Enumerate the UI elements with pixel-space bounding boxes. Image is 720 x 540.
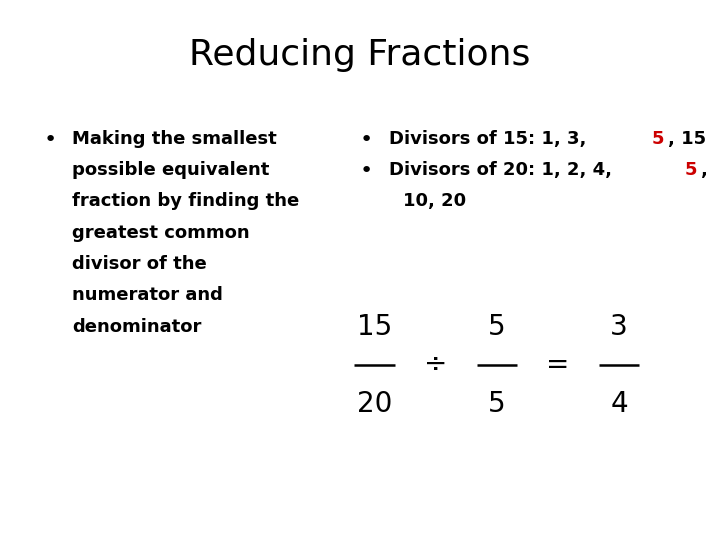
Text: Making the smallest: Making the smallest xyxy=(72,130,276,147)
Text: , 15: , 15 xyxy=(667,130,706,147)
Text: fraction by finding the: fraction by finding the xyxy=(72,192,300,210)
Text: 5: 5 xyxy=(652,130,664,147)
Text: =: = xyxy=(546,350,570,379)
Text: Divisors of 20: 1, 2, 4,: Divisors of 20: 1, 2, 4, xyxy=(389,161,618,179)
Text: 5: 5 xyxy=(685,161,697,179)
Text: 10, 20: 10, 20 xyxy=(403,192,467,210)
Text: possible equivalent: possible equivalent xyxy=(72,161,269,179)
Text: divisor of the: divisor of the xyxy=(72,255,207,273)
Text: denominator: denominator xyxy=(72,318,202,335)
Text: Divisors of 15: 1, 3,: Divisors of 15: 1, 3, xyxy=(389,130,593,147)
Text: •: • xyxy=(43,130,56,150)
Text: •: • xyxy=(360,161,373,181)
Text: 3: 3 xyxy=(611,313,628,341)
Text: 5: 5 xyxy=(488,390,505,418)
Text: ,: , xyxy=(701,161,708,179)
Text: 5: 5 xyxy=(488,313,505,341)
Text: greatest common: greatest common xyxy=(72,224,250,241)
Text: ÷: ÷ xyxy=(424,350,447,379)
Text: •: • xyxy=(360,130,373,150)
Text: 20: 20 xyxy=(356,390,392,418)
Text: numerator and: numerator and xyxy=(72,286,223,304)
Text: 4: 4 xyxy=(611,390,628,418)
Text: Reducing Fractions: Reducing Fractions xyxy=(189,38,531,72)
Text: 15: 15 xyxy=(357,313,392,341)
